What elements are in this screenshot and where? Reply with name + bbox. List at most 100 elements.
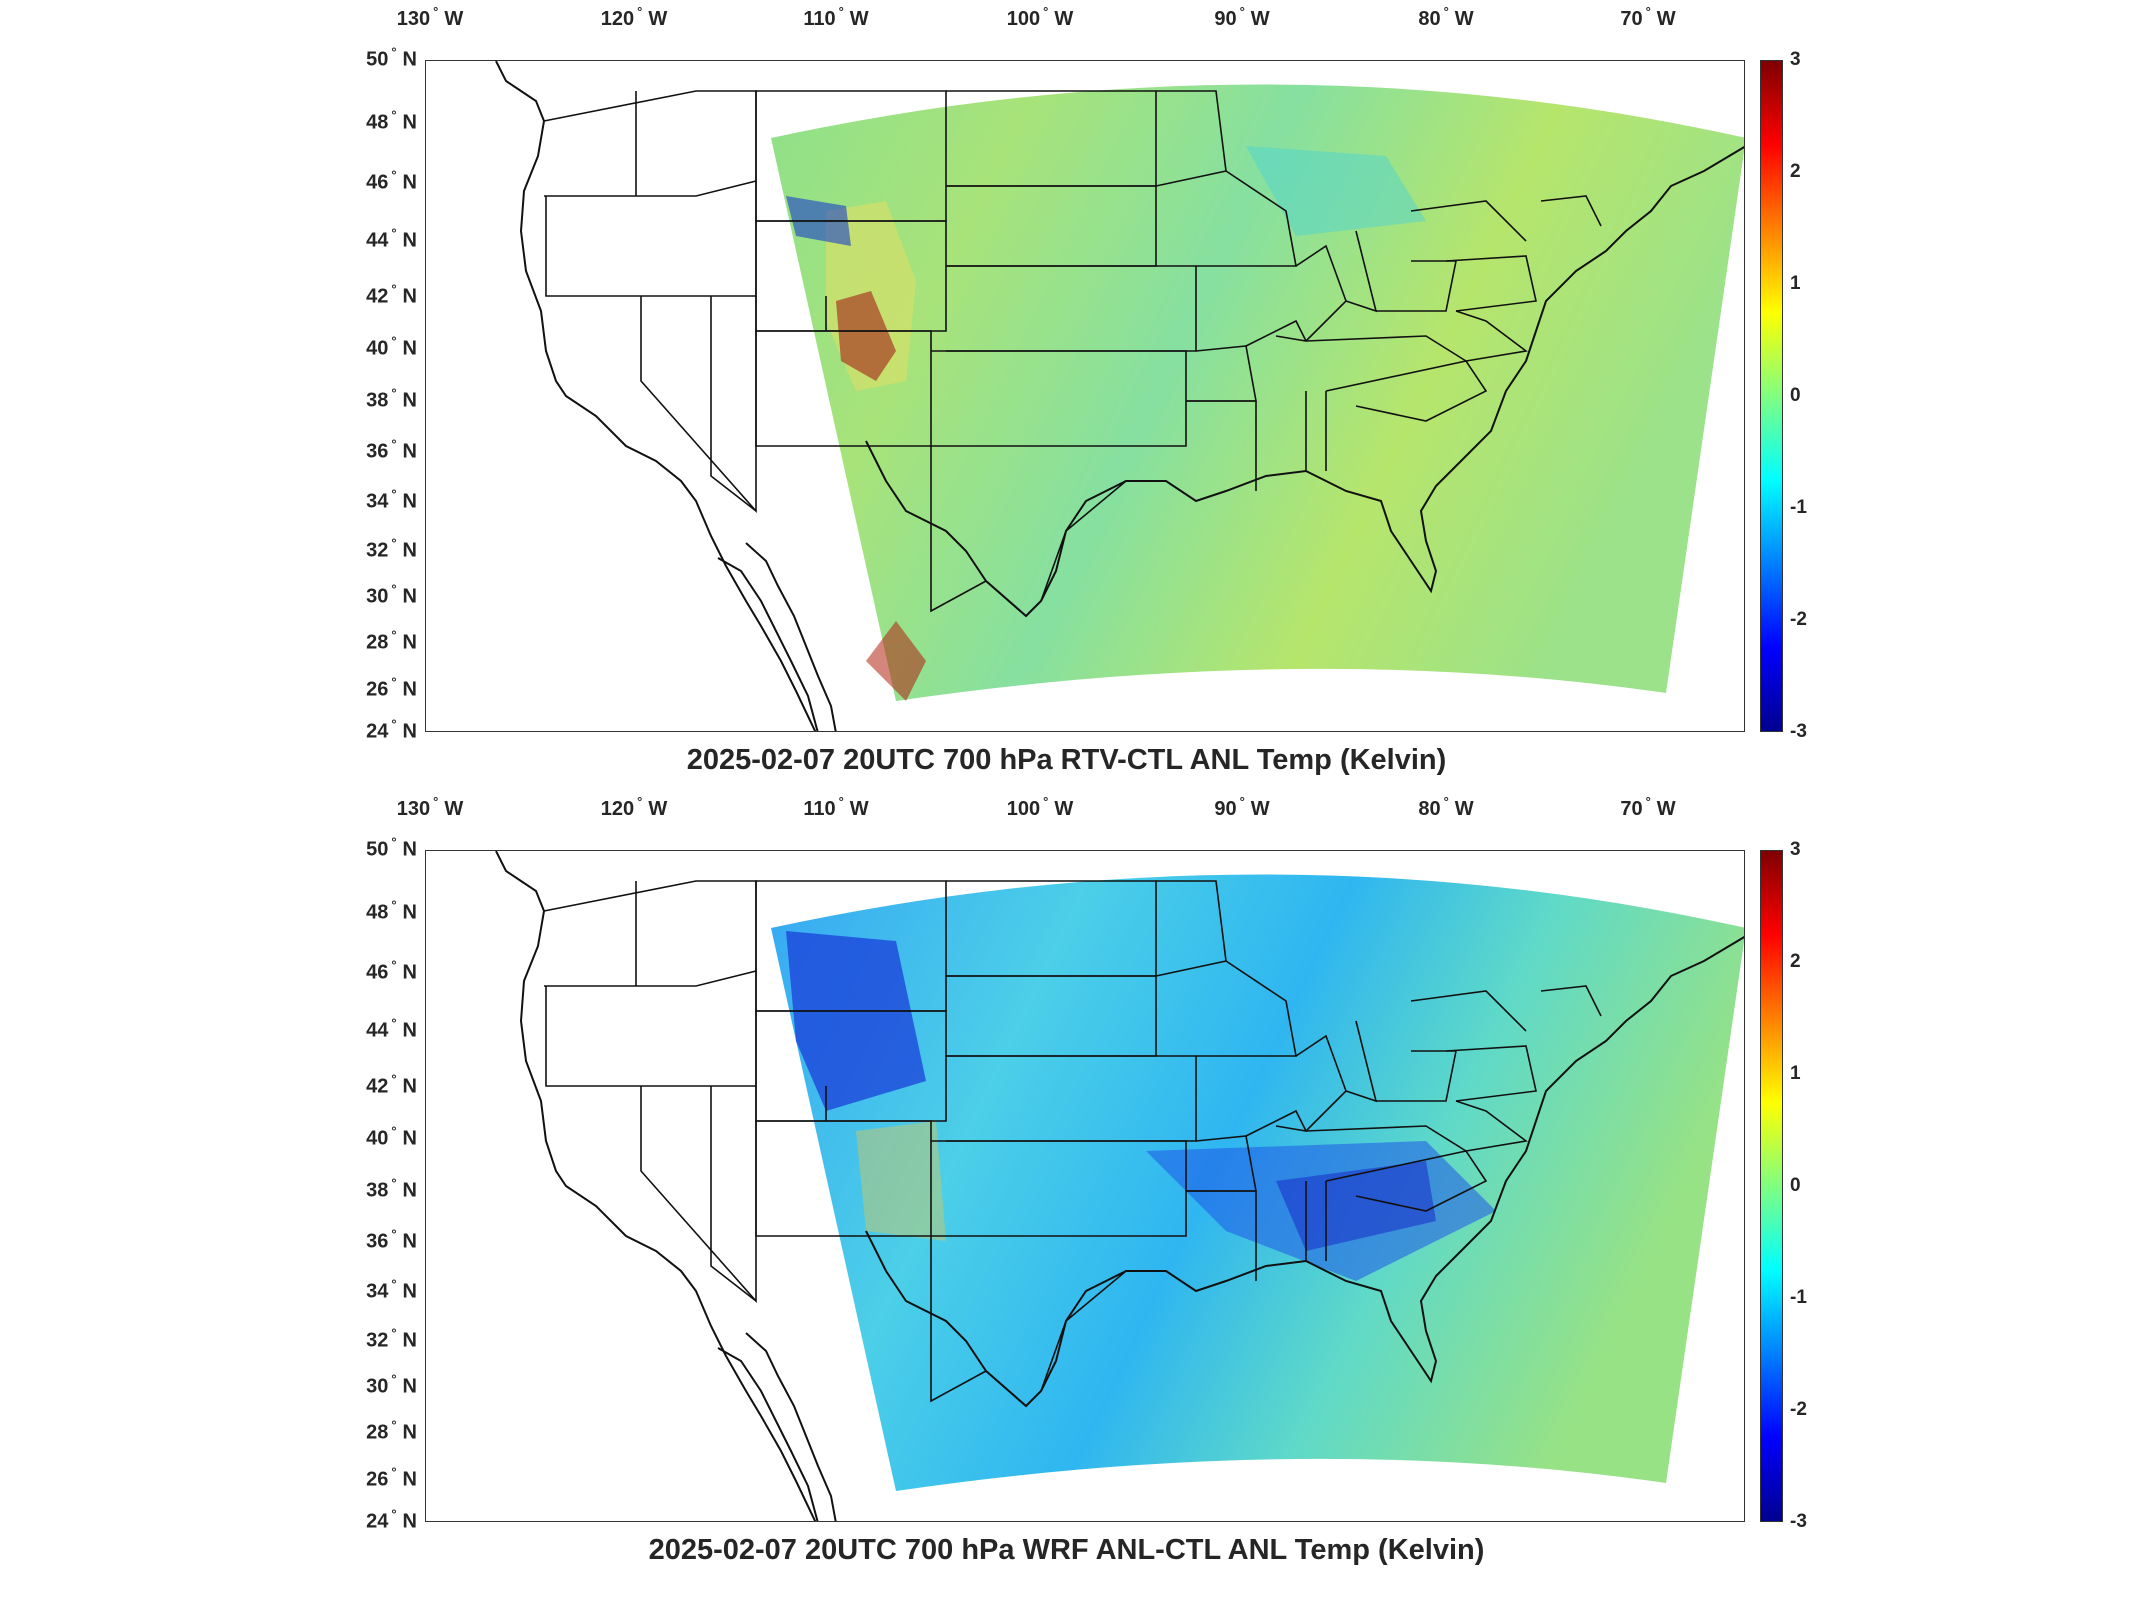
lat-tick-label: 24 ° N xyxy=(366,716,417,743)
state-border xyxy=(1155,90,1227,187)
lat-tick-label: 40 ° N xyxy=(366,333,417,360)
lat-tick-label: 34 ° N xyxy=(366,486,417,512)
lat-tick-label: 40 ° N xyxy=(366,1123,417,1150)
state-border xyxy=(543,880,757,987)
state-border xyxy=(1445,255,1537,312)
strong-cold-anomaly xyxy=(1276,1161,1436,1251)
colorbar-tick-label: -1 xyxy=(1790,1287,1807,1308)
lon-tick-label: 70 ° W xyxy=(1620,4,1676,30)
panel-wrf: 2025-02-07 20UTC 700 hPa WRF ANL-CTL ANL… xyxy=(0,790,2133,1600)
colorbar-tick-label: 0 xyxy=(1790,1175,1801,1196)
state-border xyxy=(1155,880,1227,977)
lat-tick-label: 44 ° N xyxy=(366,1015,417,1042)
lon-tick-label: 130 ° W xyxy=(396,794,464,820)
state-border xyxy=(1410,195,1602,242)
lat-tick-label: 44 ° N xyxy=(366,225,417,252)
state-border xyxy=(640,1086,757,1304)
state-border xyxy=(1345,230,1457,313)
state-border xyxy=(1186,1109,1307,1192)
lon-tick-label: 100 ° W xyxy=(1006,794,1074,820)
state-border xyxy=(930,1236,1166,1408)
state-border xyxy=(545,91,757,297)
lon-tick-label: 110 ° W xyxy=(803,794,869,820)
strong-warm-anomaly xyxy=(866,621,926,701)
map-frame xyxy=(425,850,1745,1522)
panel-rtv: 2025-02-07 20UTC 700 hPa RTV-CTL ANL Tem… xyxy=(0,0,2133,790)
panel-title: 2025-02-07 20UTC 700 hPa RTV-CTL ANL Tem… xyxy=(686,744,1447,776)
baja-coastline xyxy=(717,542,837,731)
colorbar-tick-label: 1 xyxy=(1790,273,1801,294)
map-frame xyxy=(425,60,1745,732)
lon-tick-label: 80 ° W xyxy=(1418,794,1474,820)
lat-tick-label: 48 ° N xyxy=(366,897,417,924)
state-border xyxy=(931,350,1187,447)
colorbar-tick-label: 2 xyxy=(1790,161,1801,182)
colorbar-tick-label: -3 xyxy=(1790,1511,1807,1532)
west-coastline xyxy=(495,61,817,731)
state-border xyxy=(1305,1100,1528,1152)
cool-anomaly-region xyxy=(1246,146,1426,236)
state-border xyxy=(931,1140,1187,1237)
state-border xyxy=(1325,360,1488,471)
lon-tick-label: 90 ° W xyxy=(1214,4,1270,30)
baja-coastline xyxy=(717,1332,837,1521)
lat-tick-label: 46 ° N xyxy=(366,957,417,984)
colorbar-tick-label: -1 xyxy=(1790,497,1807,518)
state-border xyxy=(1196,960,1297,1057)
lat-tick-label: 36 ° N xyxy=(366,1226,417,1253)
lat-tick-label: 30 ° N xyxy=(366,581,417,608)
state-border xyxy=(1196,170,1297,267)
lat-tick-label: 38 ° N xyxy=(366,1175,417,1202)
lon-tick-label: 70 ° W xyxy=(1620,794,1676,820)
colorbar-tick-label: 2 xyxy=(1790,951,1801,972)
lon-tick-label: 80 ° W xyxy=(1418,4,1474,30)
lat-tick-label: 42 ° N xyxy=(366,281,417,308)
lat-tick-label: 50 ° N xyxy=(366,834,417,861)
state-border xyxy=(710,1086,757,1302)
lon-tick-label: 90 ° W xyxy=(1214,794,1270,820)
cold-anomaly-region xyxy=(786,931,926,1111)
lat-tick-label: 42 ° N xyxy=(366,1071,417,1098)
colorbar-tick-label: 1 xyxy=(1790,1063,1801,1084)
map-canvas xyxy=(495,851,1744,1521)
lat-tick-label: 28 ° N xyxy=(366,1417,417,1444)
colorbar-tick-label: -2 xyxy=(1790,1399,1807,1420)
lat-tick-label: 32 ° N xyxy=(366,535,417,562)
lat-tick-label: 26 ° N xyxy=(366,1464,417,1491)
lat-tick-label: 28 ° N xyxy=(366,627,417,654)
lat-tick-label: 34 ° N xyxy=(366,1276,417,1302)
state-border xyxy=(1255,391,1307,491)
lon-tick-label: 110 ° W xyxy=(803,4,869,30)
warm-anomaly-region xyxy=(856,1121,946,1241)
colorbar-tick-label: 0 xyxy=(1790,385,1801,406)
state-border xyxy=(710,296,757,512)
colorbar xyxy=(1760,60,1783,732)
state-border xyxy=(1186,319,1307,402)
west-coastline xyxy=(495,851,817,1521)
lat-tick-label: 36 ° N xyxy=(366,436,417,463)
state-border xyxy=(930,446,1166,618)
lat-tick-label: 38 ° N xyxy=(366,385,417,412)
state-border xyxy=(545,881,757,1087)
lat-tick-label: 46 ° N xyxy=(366,167,417,194)
lat-tick-label: 48 ° N xyxy=(366,107,417,134)
lon-tick-label: 120 ° W xyxy=(600,4,668,30)
state-border xyxy=(755,1010,947,1122)
panel-title: 2025-02-07 20UTC 700 hPa WRF ANL-CTL ANL… xyxy=(648,1534,1485,1566)
map-canvas xyxy=(495,61,1744,731)
lat-tick-label: 30 ° N xyxy=(366,1371,417,1398)
colorbar-tick-label: -3 xyxy=(1790,721,1807,742)
state-border xyxy=(1445,1045,1537,1102)
strong-warm-anomaly xyxy=(836,291,896,381)
state-border xyxy=(640,296,757,514)
lon-tick-label: 100 ° W xyxy=(1006,4,1074,30)
lon-tick-label: 120 ° W xyxy=(600,794,668,820)
colorbar-tick-label: 3 xyxy=(1790,49,1801,70)
lat-tick-label: 32 ° N xyxy=(366,1325,417,1352)
analysis-domain xyxy=(771,84,1744,701)
state-border xyxy=(1345,1020,1457,1103)
state-border xyxy=(755,220,947,332)
state-border xyxy=(1255,1181,1307,1281)
colorbar xyxy=(1760,850,1783,1522)
state-border xyxy=(1305,310,1528,362)
